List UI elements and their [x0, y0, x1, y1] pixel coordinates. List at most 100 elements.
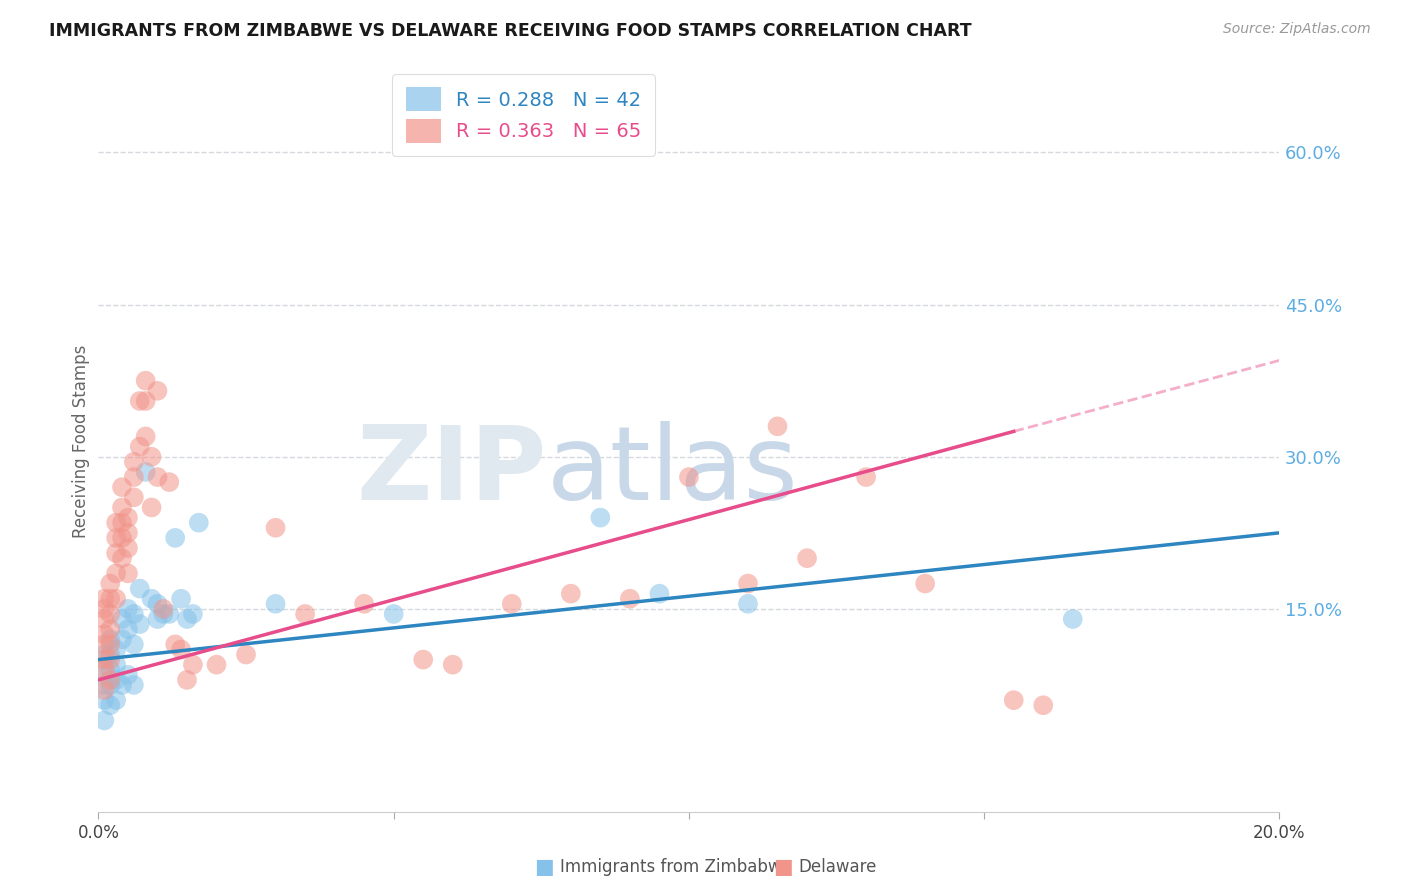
- Point: [105, 516, 128, 530]
- Point: [855, 470, 877, 484]
- Point: [98, 576, 121, 591]
- Point: [141, 450, 163, 464]
- Point: [98, 663, 121, 677]
- Point: [98, 622, 121, 636]
- Point: [128, 617, 150, 632]
- Legend: R = 0.288   N = 42, R = 0.363   N = 65: R = 0.288 N = 42, R = 0.363 N = 65: [392, 74, 655, 156]
- Point: [105, 531, 128, 545]
- Point: [157, 475, 180, 489]
- Point: [264, 597, 287, 611]
- Point: [117, 602, 139, 616]
- Point: [1002, 693, 1025, 707]
- Point: [111, 500, 134, 515]
- Point: [111, 612, 134, 626]
- Point: [1032, 698, 1054, 713]
- Point: [152, 607, 174, 621]
- Point: [122, 607, 145, 621]
- Text: atlas: atlas: [547, 421, 799, 522]
- Point: [146, 597, 169, 611]
- Text: Delaware: Delaware: [799, 858, 877, 876]
- Point: [111, 516, 134, 530]
- Point: [98, 678, 121, 692]
- Point: [176, 612, 198, 626]
- Point: [105, 657, 128, 672]
- Point: [128, 582, 150, 596]
- Point: [737, 576, 759, 591]
- Point: [141, 591, 163, 606]
- Point: [117, 510, 139, 524]
- Point: [181, 607, 204, 621]
- Point: [152, 602, 174, 616]
- Point: [176, 673, 198, 687]
- Point: [157, 607, 180, 621]
- Point: [98, 591, 121, 606]
- Point: [111, 480, 134, 494]
- Point: [796, 551, 818, 566]
- Point: [122, 455, 145, 469]
- Point: [589, 510, 612, 524]
- Point: [93, 683, 115, 698]
- Point: [117, 566, 139, 581]
- Point: [117, 668, 139, 682]
- Point: [117, 541, 139, 555]
- Point: [441, 657, 464, 672]
- Point: [205, 657, 228, 672]
- Point: [105, 591, 128, 606]
- Point: [1062, 612, 1084, 626]
- Text: ZIP: ZIP: [357, 421, 547, 522]
- Text: ■: ■: [534, 857, 554, 877]
- Point: [98, 637, 121, 651]
- Point: [105, 642, 128, 657]
- Text: IMMIGRANTS FROM ZIMBABWE VS DELAWARE RECEIVING FOOD STAMPS CORRELATION CHART: IMMIGRANTS FROM ZIMBABWE VS DELAWARE REC…: [49, 22, 972, 40]
- Point: [117, 622, 139, 636]
- Point: [170, 591, 193, 606]
- Point: [93, 693, 115, 707]
- Point: [235, 648, 257, 662]
- Point: [353, 597, 375, 611]
- Point: [111, 531, 134, 545]
- Point: [128, 394, 150, 409]
- Point: [111, 678, 134, 692]
- Point: [170, 642, 193, 657]
- Point: [766, 419, 789, 434]
- Point: [560, 587, 582, 601]
- Point: [181, 657, 204, 672]
- Point: [93, 663, 115, 677]
- Point: [93, 678, 115, 692]
- Point: [93, 602, 115, 616]
- Point: [122, 470, 145, 484]
- Point: [135, 374, 157, 388]
- Point: [93, 591, 115, 606]
- Point: [105, 673, 128, 687]
- Point: [737, 597, 759, 611]
- Point: [98, 652, 121, 666]
- Point: [98, 698, 121, 713]
- Point: [135, 465, 157, 479]
- Point: [111, 632, 134, 647]
- Text: ■: ■: [773, 857, 793, 877]
- Point: [98, 632, 121, 647]
- Point: [93, 714, 115, 728]
- Point: [165, 531, 187, 545]
- Point: [93, 627, 115, 641]
- Point: [122, 491, 145, 505]
- Point: [135, 394, 157, 409]
- Point: [501, 597, 523, 611]
- Point: [128, 440, 150, 454]
- Point: [619, 591, 641, 606]
- Point: [93, 648, 115, 662]
- Point: [122, 678, 145, 692]
- Point: [294, 607, 316, 621]
- Point: [146, 612, 169, 626]
- Point: [122, 637, 145, 651]
- Point: [93, 612, 115, 626]
- Point: [264, 521, 287, 535]
- Text: Source: ZipAtlas.com: Source: ZipAtlas.com: [1223, 22, 1371, 37]
- Point: [914, 576, 936, 591]
- Point: [187, 516, 209, 530]
- Y-axis label: Receiving Food Stamps: Receiving Food Stamps: [72, 345, 90, 538]
- Point: [105, 566, 128, 581]
- Point: [382, 607, 405, 621]
- Point: [678, 470, 700, 484]
- Point: [105, 693, 128, 707]
